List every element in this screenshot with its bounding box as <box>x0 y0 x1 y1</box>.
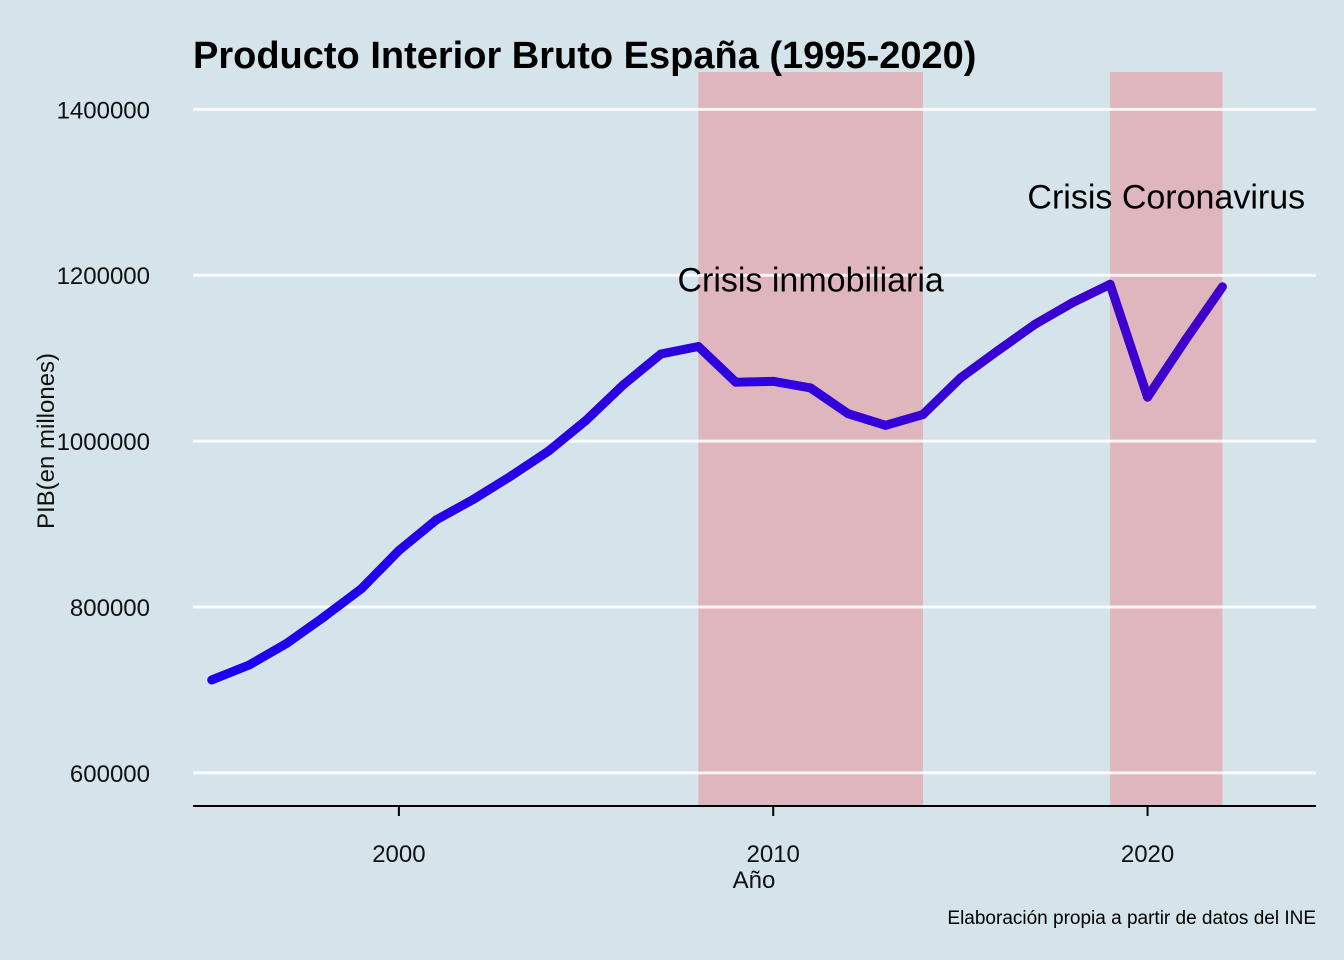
line-segment <box>1105 279 1153 402</box>
line-segment <box>207 660 254 685</box>
line-segment <box>581 380 628 425</box>
series-line <box>207 279 1227 685</box>
shaded-region-1 <box>698 72 923 806</box>
x-tick-label: 2010 <box>747 841 800 868</box>
line-segment <box>843 409 891 430</box>
y-tick-label: 1400000 <box>57 97 150 124</box>
line-segment <box>356 546 404 594</box>
chart-title: Producto Interior Bruto España (1995-202… <box>193 35 976 77</box>
y-axis-label: PIB(en millones) <box>33 353 60 529</box>
line-segment <box>656 342 703 359</box>
y-tick-label: 1200000 <box>57 263 150 290</box>
y-tick-labels: 600000 800000 1000000 1200000 1400000 <box>57 97 150 788</box>
line-segment <box>806 383 853 419</box>
line-segment <box>693 342 741 387</box>
annotation-2: Crisis Coronavirus <box>1027 178 1305 216</box>
shaded-regions <box>698 72 1223 806</box>
line-segment <box>993 319 1040 356</box>
line-segment <box>1143 336 1190 402</box>
line-segment <box>768 376 816 393</box>
line-segment <box>1068 279 1115 308</box>
x-tick-label: 2020 <box>1121 841 1174 868</box>
line-segment <box>918 373 965 420</box>
gridlines <box>193 107 1316 775</box>
y-tick-label: 600000 <box>70 761 150 788</box>
annotation-1: Crisis inmobiliaria <box>677 261 943 299</box>
x-axis-label: Año <box>733 867 776 894</box>
y-tick-label: 800000 <box>70 595 150 622</box>
line-segment <box>469 471 516 504</box>
line-segment <box>881 410 928 430</box>
shaded-region-2 <box>1110 72 1223 806</box>
line-segment <box>431 494 479 525</box>
line-segment <box>731 376 778 387</box>
line-segment <box>244 638 292 670</box>
line-segment <box>544 415 591 456</box>
line-segment <box>1180 282 1227 346</box>
caption: Elaboración propia a partir de datos del… <box>947 908 1316 929</box>
line-segment <box>618 349 666 390</box>
line-segment <box>319 584 366 622</box>
line-segment <box>282 612 329 648</box>
annotations: Crisis inmobiliaria Crisis Coronavirus <box>677 178 1305 299</box>
line-segment <box>506 446 554 481</box>
x-axis <box>193 805 1316 816</box>
x-tick-label: 2000 <box>372 841 425 868</box>
x-tick-labels: 2000 2010 2020 <box>372 841 1174 868</box>
line-segment <box>955 346 1003 383</box>
line-segment <box>1030 298 1078 329</box>
line-segment <box>394 515 441 556</box>
y-tick-label: 1000000 <box>57 429 150 456</box>
